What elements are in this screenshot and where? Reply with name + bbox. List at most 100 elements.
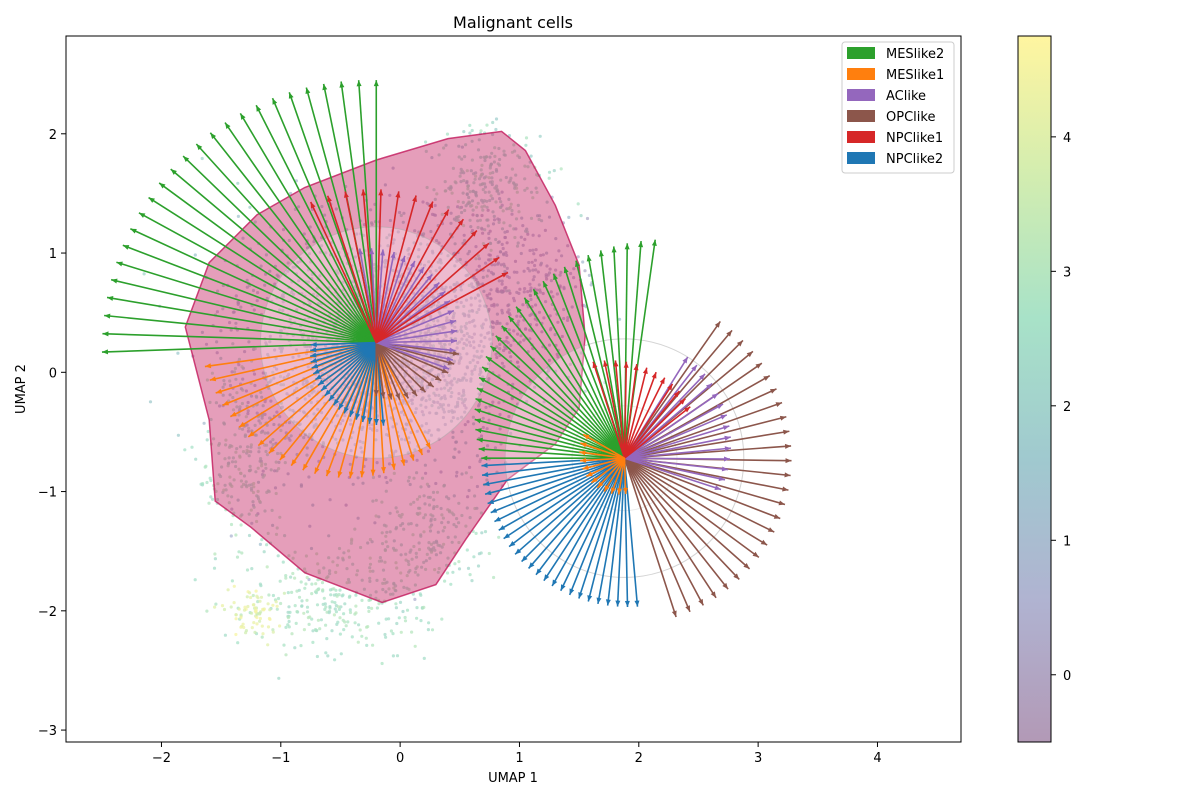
cell-point xyxy=(422,318,426,323)
cell-point xyxy=(525,399,529,404)
cell-point xyxy=(320,581,325,585)
cell-point xyxy=(311,629,315,633)
y-tick-label: 1 xyxy=(49,247,57,262)
cell-point xyxy=(428,411,432,415)
cell-point xyxy=(419,331,423,335)
cell-point xyxy=(414,367,419,372)
cell-point xyxy=(443,394,447,398)
cell-point xyxy=(435,239,439,243)
cell-point xyxy=(385,236,389,240)
cell-point xyxy=(367,598,371,603)
cell-point xyxy=(465,352,469,356)
x-tick-label: 4 xyxy=(873,751,881,766)
cell-point xyxy=(239,523,243,527)
cell-point xyxy=(368,562,373,566)
cell-point xyxy=(381,581,385,586)
cell-point xyxy=(458,340,462,344)
cell-point xyxy=(240,551,244,555)
cell-point xyxy=(265,543,269,547)
cell-point xyxy=(448,386,453,390)
cell-point xyxy=(494,127,498,132)
cell-point xyxy=(423,463,427,467)
cell-point xyxy=(357,623,361,627)
cell-point xyxy=(507,328,511,332)
cell-point xyxy=(413,597,417,602)
cell-point xyxy=(427,374,431,378)
cell-point xyxy=(480,531,484,535)
cell-point xyxy=(250,626,254,630)
cell-point xyxy=(485,478,489,482)
cell-point xyxy=(428,397,432,401)
cell-point xyxy=(224,488,228,492)
cell-point xyxy=(524,143,528,147)
cell-point xyxy=(466,252,470,256)
cell-point xyxy=(426,323,430,327)
cell-point xyxy=(477,344,481,348)
cell-point xyxy=(488,292,492,296)
cell-point xyxy=(475,484,479,489)
cell-point xyxy=(314,422,318,426)
x-tick-label: 3 xyxy=(754,751,762,766)
legend-label-npclike1: NPClike1 xyxy=(886,131,943,146)
cell-point xyxy=(324,623,328,627)
cell-point xyxy=(278,515,282,519)
cell-point xyxy=(242,625,246,630)
cell-point xyxy=(431,295,435,299)
cell-point xyxy=(237,363,241,367)
colorbar: 0 1 2 3 4 xyxy=(1017,35,1071,743)
cell-point xyxy=(422,605,426,610)
cell-point xyxy=(335,403,339,407)
cell-point xyxy=(291,355,295,359)
cell-point xyxy=(237,357,241,361)
cell-point xyxy=(461,388,466,392)
cell-point xyxy=(523,287,527,291)
cell-point xyxy=(445,318,449,323)
cell-point xyxy=(321,602,325,607)
cell-point xyxy=(302,611,306,615)
cell-point xyxy=(264,341,268,345)
cell-point xyxy=(467,249,471,254)
cell-point xyxy=(214,489,218,493)
legend-label-meslike1: MESlike1 xyxy=(886,68,944,83)
cell-point xyxy=(364,636,368,640)
cell-point xyxy=(410,630,414,634)
cell-point xyxy=(338,422,343,426)
cell-point xyxy=(391,166,395,170)
cell-point xyxy=(460,145,464,149)
cell-point xyxy=(297,588,301,592)
y-tick-label: −1 xyxy=(38,486,57,501)
cell-point xyxy=(281,300,285,304)
cell-point xyxy=(244,629,248,633)
cell-point xyxy=(222,422,226,426)
cell-point xyxy=(457,359,461,363)
cell-point xyxy=(395,621,399,626)
cell-point xyxy=(462,179,466,183)
cell-point xyxy=(251,603,255,607)
cell-point xyxy=(450,409,454,413)
cell-point xyxy=(470,158,474,162)
cell-point xyxy=(328,572,332,576)
cell-point xyxy=(478,369,482,373)
cell-point xyxy=(264,449,268,454)
cell-point xyxy=(465,365,469,369)
cell-point xyxy=(429,314,433,318)
cell-point xyxy=(304,381,309,385)
cell-point xyxy=(457,392,461,396)
cell-point xyxy=(322,566,326,570)
cell-point xyxy=(234,450,238,454)
cell-point xyxy=(468,131,472,135)
cell-point xyxy=(291,571,295,576)
cell-point xyxy=(375,606,379,610)
cell-point xyxy=(275,410,279,414)
cell-point xyxy=(287,238,291,243)
cell-point xyxy=(269,468,273,472)
cell-point xyxy=(481,275,485,279)
cell-point xyxy=(222,488,226,492)
cell-point xyxy=(267,490,271,494)
cell-point xyxy=(405,608,410,612)
cell-point xyxy=(236,214,240,218)
cell-point xyxy=(287,554,291,558)
cell-point xyxy=(282,483,286,487)
cell-point xyxy=(323,607,327,612)
cell-point xyxy=(276,451,280,456)
